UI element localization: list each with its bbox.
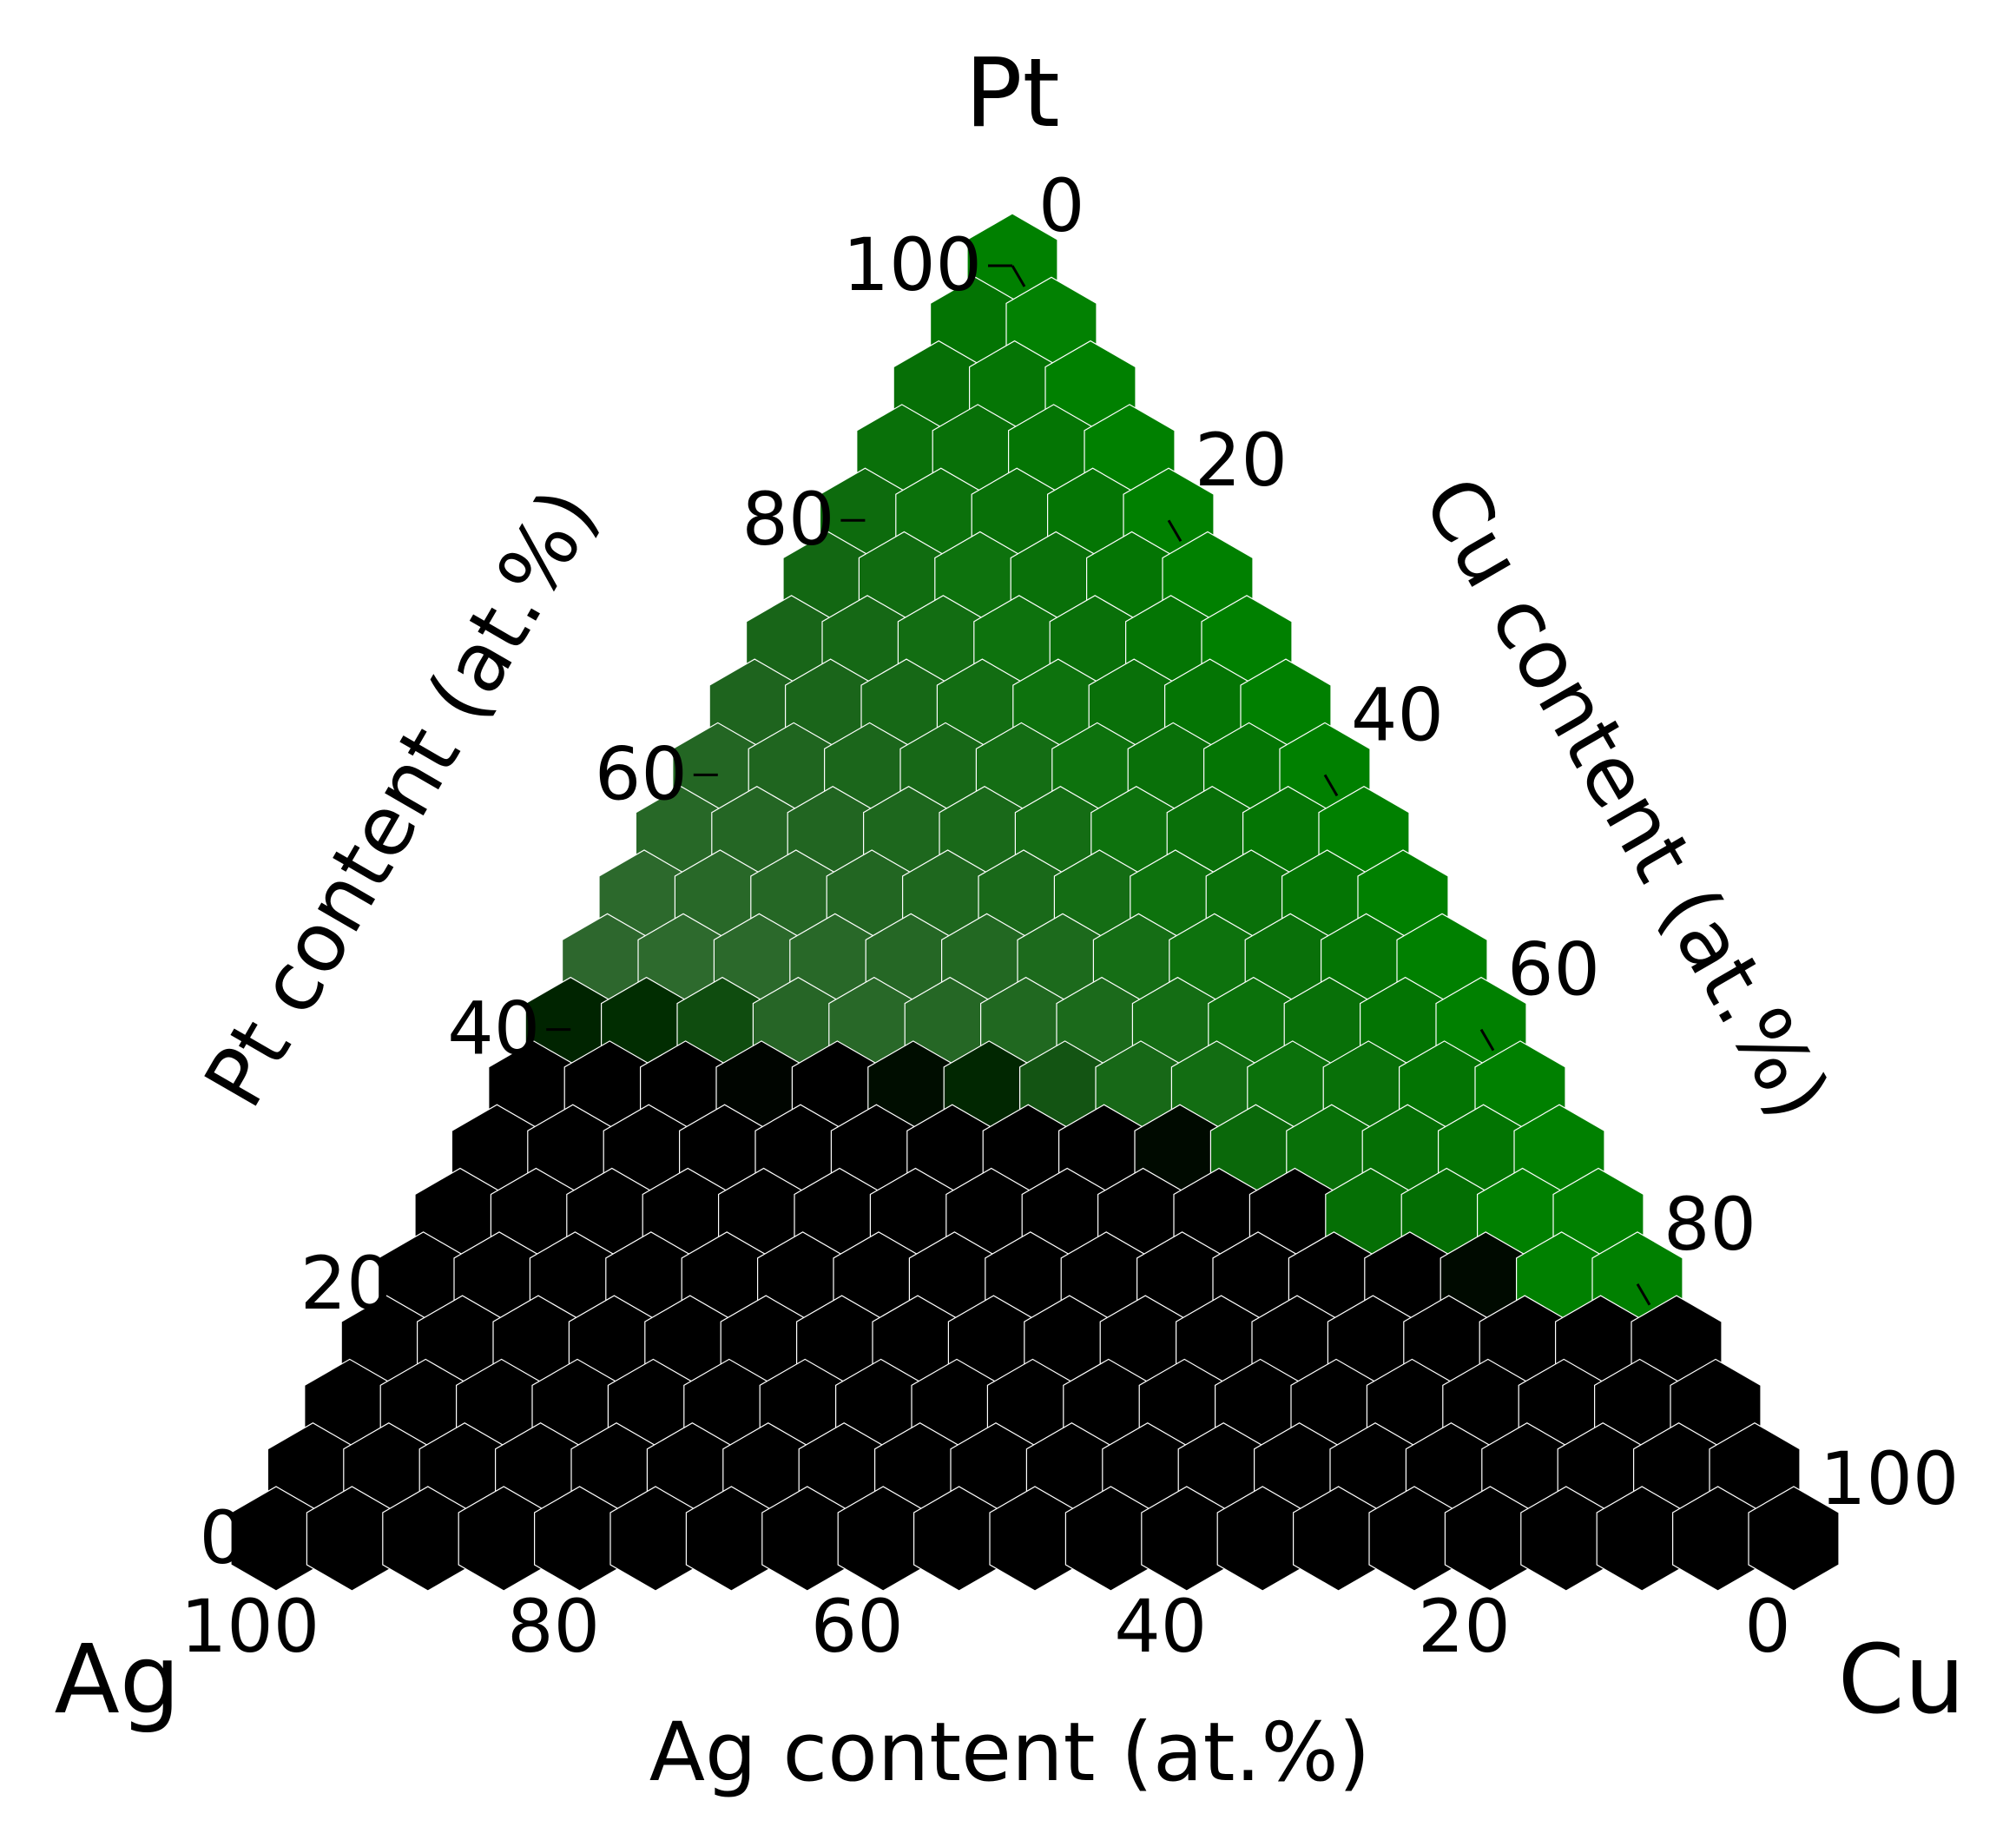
bottom-tick <box>1780 1538 1795 1560</box>
axis-label-bottom: Ag content (at.%) <box>649 1705 1371 1800</box>
right-tick-label: 60 <box>1507 927 1600 1012</box>
tick-marks <box>252 264 1808 1560</box>
left-tick-label: 60 <box>595 731 688 816</box>
bottom-tick-label: 100 <box>181 1584 320 1669</box>
bottom-tick-label: 40 <box>1114 1584 1207 1669</box>
right-tick <box>1479 1028 1495 1052</box>
right-tick-label: 20 <box>1195 418 1288 503</box>
bottom-tick-label: 20 <box>1418 1584 1511 1669</box>
bottom-tick <box>262 1538 278 1560</box>
left-tick-label: 0 <box>200 1495 246 1580</box>
right-tick <box>1011 265 1026 287</box>
left-tick-label: 100 <box>843 222 982 307</box>
hexbin-layer <box>230 213 1840 1592</box>
left-tick-label: 40 <box>447 986 540 1072</box>
right-tick <box>1167 519 1183 542</box>
right-tick <box>1792 1538 1808 1560</box>
corner-label-left: Ag <box>54 1624 180 1735</box>
right-tick-label: 0 <box>1038 163 1084 248</box>
corner-label-right: Cu <box>1838 1624 1966 1735</box>
right-tick-label: 40 <box>1351 672 1444 757</box>
bottom-tick <box>869 1538 885 1560</box>
right-tick <box>1636 1283 1651 1306</box>
bottom-tick-label: 80 <box>507 1584 600 1669</box>
right-tick-label: 80 <box>1664 1182 1756 1267</box>
left-tick-label: 80 <box>742 477 835 562</box>
right-tick-label: 100 <box>1820 1436 1959 1521</box>
left-tick-label: 20 <box>300 1241 393 1326</box>
corner-label-top: Pt <box>965 37 1059 148</box>
bottom-tick-label: 60 <box>811 1584 904 1669</box>
bottom-tick <box>1477 1538 1492 1560</box>
bottom-tick <box>1173 1538 1189 1560</box>
bottom-tick <box>566 1538 581 1560</box>
bottom-tick-label: 0 <box>1744 1584 1790 1669</box>
right-tick <box>1323 774 1339 797</box>
